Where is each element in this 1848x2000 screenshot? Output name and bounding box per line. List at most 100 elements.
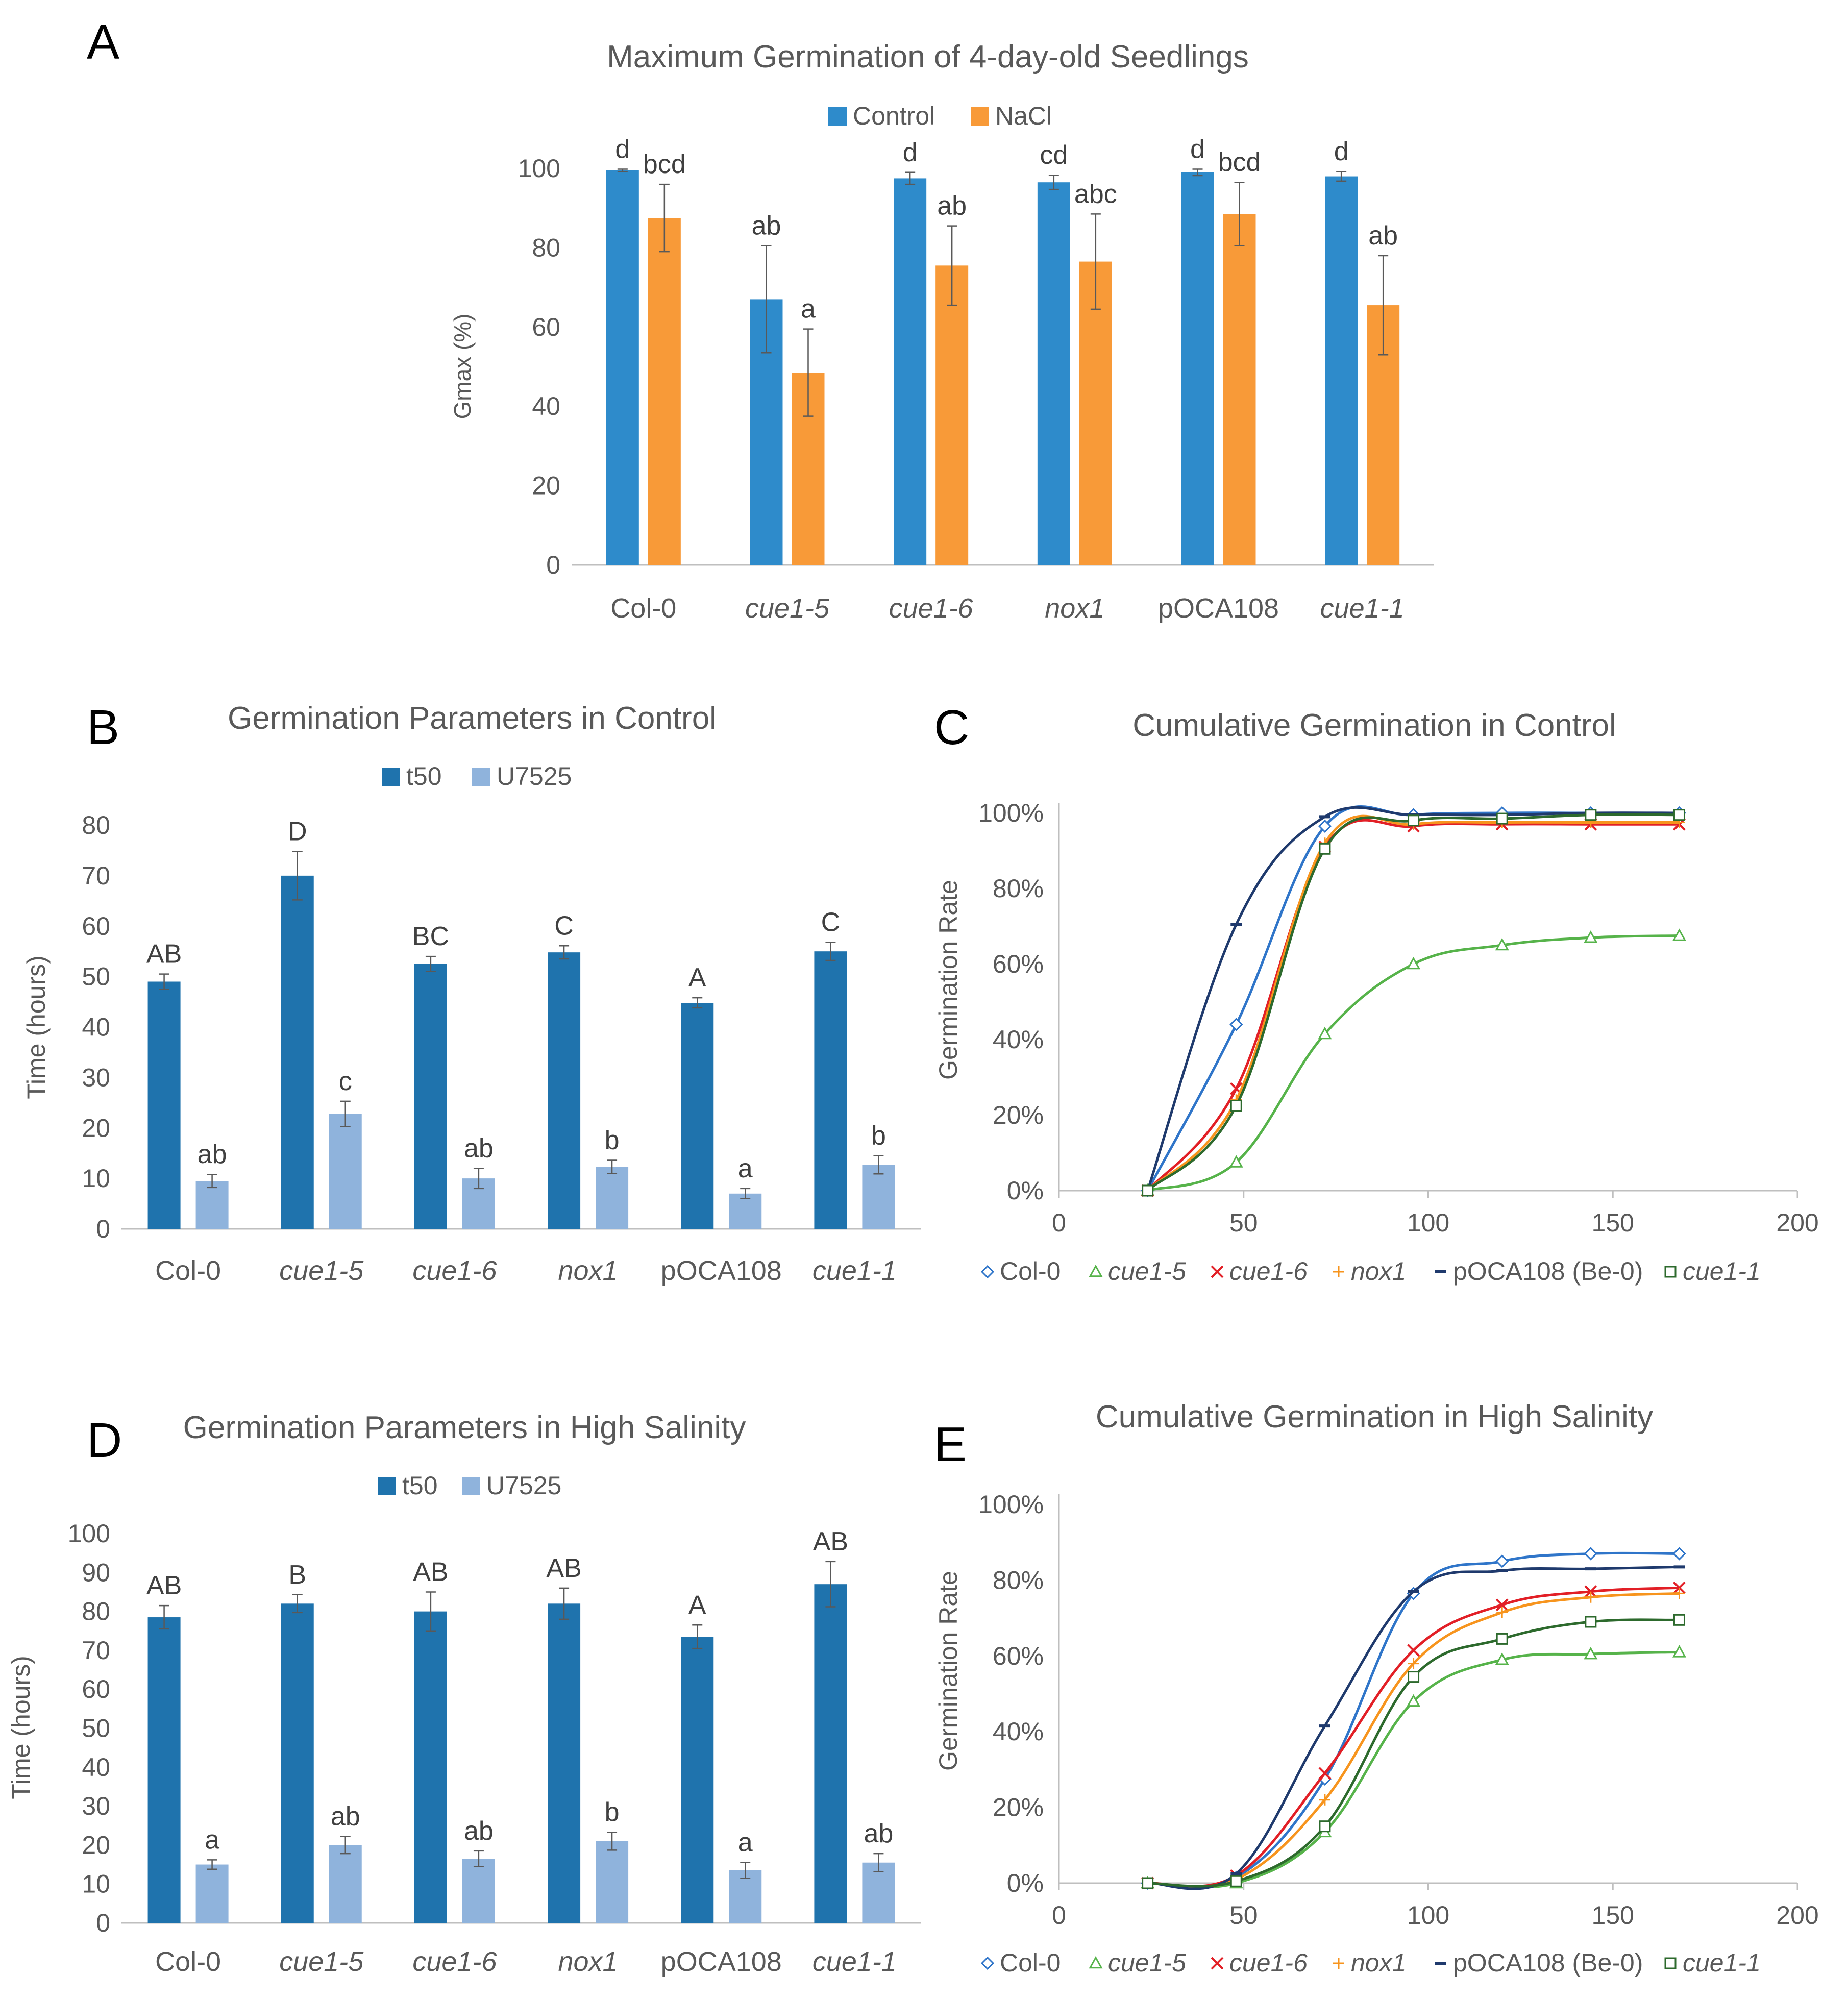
- series-line-cue1-6: [1146, 819, 1680, 1192]
- panel-label-B: B: [87, 700, 119, 755]
- category-label-cue1-1: cue1-1: [812, 1946, 897, 1977]
- legend-label-nox1: nox1: [1351, 1257, 1406, 1286]
- legend-label-cue1-6: cue1-6: [1229, 1257, 1308, 1286]
- y-tick-label: 20%: [993, 1101, 1044, 1129]
- legend-label-cue1-5: cue1-5: [1108, 1257, 1186, 1286]
- bar-U7525-nox1: [596, 1841, 629, 1923]
- bar-U7525-cue1-6: [462, 1859, 495, 1923]
- bar-U7525-cue1-5: [329, 1845, 362, 1923]
- bar-t50-Col-0: [147, 981, 181, 1229]
- y-tick-label: 80: [82, 811, 110, 839]
- legend-label-pOCA108 (Be-0): pOCA108 (Be-0): [1453, 1257, 1643, 1286]
- data-point-cue1-1: [1230, 1875, 1242, 1887]
- series-line-cue1-5: [1147, 934, 1680, 1192]
- series-line-nox1: [1147, 1592, 1680, 1888]
- data-point-cue1-5: [1584, 1647, 1598, 1660]
- significance-label: c: [339, 1067, 352, 1096]
- data-point-cue1-1: [1673, 809, 1685, 821]
- bar-t50-nox1: [548, 952, 581, 1229]
- category-label-pOCA108: pOCA108: [661, 1255, 782, 1286]
- y-tick-label: 100: [518, 154, 560, 183]
- legend-label-Control: Control: [853, 102, 935, 130]
- data-point-Col-0: [1584, 1547, 1597, 1561]
- bar-Control-nox1: [1037, 182, 1070, 565]
- data-point-cue1-1: [1585, 809, 1597, 821]
- data-point-nox1: [1408, 1658, 1419, 1669]
- y-tick-label: 40: [82, 1753, 110, 1782]
- category-label-cue1-5: cue1-5: [745, 593, 830, 624]
- significance-label: cd: [1040, 140, 1068, 170]
- data-point-Col-0: [1229, 1018, 1243, 1031]
- bar-NaCl-pOCA108: [1223, 214, 1256, 565]
- panel-label-C: C: [934, 700, 969, 755]
- significance-label: ab: [937, 191, 967, 221]
- significance-label: ab: [1368, 221, 1398, 251]
- y-tick-label: 50: [82, 1714, 110, 1743]
- category-label-pOCA108: pOCA108: [661, 1946, 782, 1977]
- y-tick-label: 90: [82, 1558, 110, 1587]
- x-tick-label: 200: [1776, 1901, 1818, 1930]
- x-tick-label: 50: [1229, 1208, 1258, 1237]
- series-line-cue1-5: [1147, 1650, 1680, 1889]
- significance-label: a: [205, 1825, 219, 1855]
- x-tick-label: 100: [1407, 1901, 1449, 1930]
- data-point-cue1-6: [1584, 1585, 1597, 1598]
- bar-U7525-pOCA108: [729, 1193, 762, 1229]
- data-point-Col-0: [1672, 1547, 1686, 1561]
- x-tick-label: 150: [1592, 1901, 1634, 1930]
- legend-label-cue1-6: cue1-6: [1229, 1948, 1308, 1977]
- legend-label-cue1-1: cue1-1: [1683, 1257, 1761, 1286]
- y-tick-label: 10: [82, 1164, 110, 1193]
- bar-Control-cue1-1: [1325, 176, 1358, 565]
- y-tick-label: 80%: [993, 1566, 1044, 1594]
- y-tick-label: 100%: [978, 799, 1044, 827]
- data-point-cue1-1: [1319, 1820, 1331, 1833]
- significance-label: a: [738, 1154, 753, 1183]
- significance-label: AB: [546, 1553, 581, 1583]
- bar-Control-Col-0: [606, 170, 639, 565]
- category-label-Col-0: Col-0: [155, 1255, 221, 1286]
- significance-label: AB: [813, 1527, 848, 1557]
- data-point-cue1-5: [1318, 1026, 1332, 1040]
- bar-U7525-pOCA108: [729, 1870, 762, 1923]
- legend-marker-Col-0: [980, 1265, 995, 1279]
- data-point-cue1-6: [1407, 1644, 1420, 1657]
- data-point-cue1-6: [1495, 1598, 1509, 1612]
- chart-C: [980, 803, 1798, 1279]
- legend-label-t50: t50: [406, 762, 442, 791]
- significance-label: d: [1190, 135, 1205, 164]
- bar-t50-cue1-1: [814, 951, 847, 1229]
- y-tick-label: 100: [68, 1519, 110, 1548]
- y-tick-label: 80: [532, 233, 560, 262]
- data-point-cue1-1: [1496, 812, 1508, 825]
- x-tick-label: 0: [1052, 1208, 1066, 1237]
- y-tick-label: 0%: [1007, 1176, 1044, 1205]
- data-point-cue1-1: [1142, 1184, 1154, 1197]
- data-point-cue1-5: [1584, 930, 1598, 943]
- data-point-cue1-1: [1496, 1633, 1508, 1645]
- significance-label: BC: [412, 922, 449, 951]
- y-tick-label: 20: [82, 1831, 110, 1859]
- significance-label: ab: [198, 1140, 227, 1169]
- legend-label-nox1: nox1: [1351, 1948, 1406, 1977]
- legend-marker-nox1: [1333, 1958, 1344, 1969]
- chart-title-B: Germination Parameters in Control: [228, 701, 717, 736]
- bar-t50-cue1-5: [281, 875, 314, 1229]
- y-tick-label: 40: [532, 392, 560, 421]
- legend-marker-cue1-1: [1664, 1266, 1677, 1278]
- significance-label: a: [801, 294, 816, 324]
- data-point-cue1-1: [1408, 1671, 1420, 1683]
- chart-title-E: Cumulative Germination in High Salinity: [1096, 1399, 1653, 1435]
- y-tick-label: 0: [96, 1215, 110, 1243]
- category-label-nox1: nox1: [558, 1255, 618, 1286]
- y-tick-label: 80%: [993, 874, 1044, 903]
- series-line-pOCA108 (Be-0): [1146, 806, 1680, 1191]
- data-point-cue1-5: [1495, 937, 1509, 951]
- data-point-cue1-1: [1585, 1616, 1597, 1628]
- significance-label: AB: [146, 1571, 182, 1600]
- category-label-cue1-6: cue1-6: [412, 1946, 497, 1977]
- category-label-nox1: nox1: [558, 1946, 618, 1977]
- legend-swatch-Control: [828, 107, 847, 126]
- y-tick-label: 60%: [993, 1642, 1044, 1670]
- bar-U7525-cue1-5: [329, 1114, 362, 1229]
